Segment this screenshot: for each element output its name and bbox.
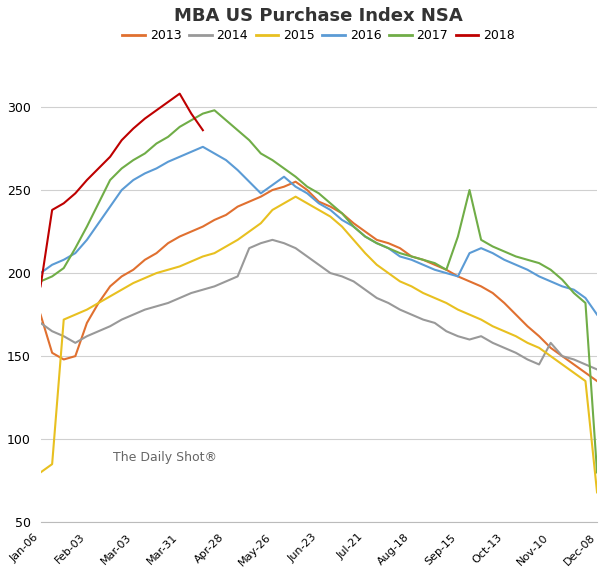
Title: MBA US Purchase Index NSA: MBA US Purchase Index NSA — [175, 7, 463, 25]
Text: The Daily Shot®: The Daily Shot® — [113, 451, 217, 464]
Legend: 2013, 2014, 2015, 2016, 2017, 2018: 2013, 2014, 2015, 2016, 2017, 2018 — [118, 24, 520, 47]
